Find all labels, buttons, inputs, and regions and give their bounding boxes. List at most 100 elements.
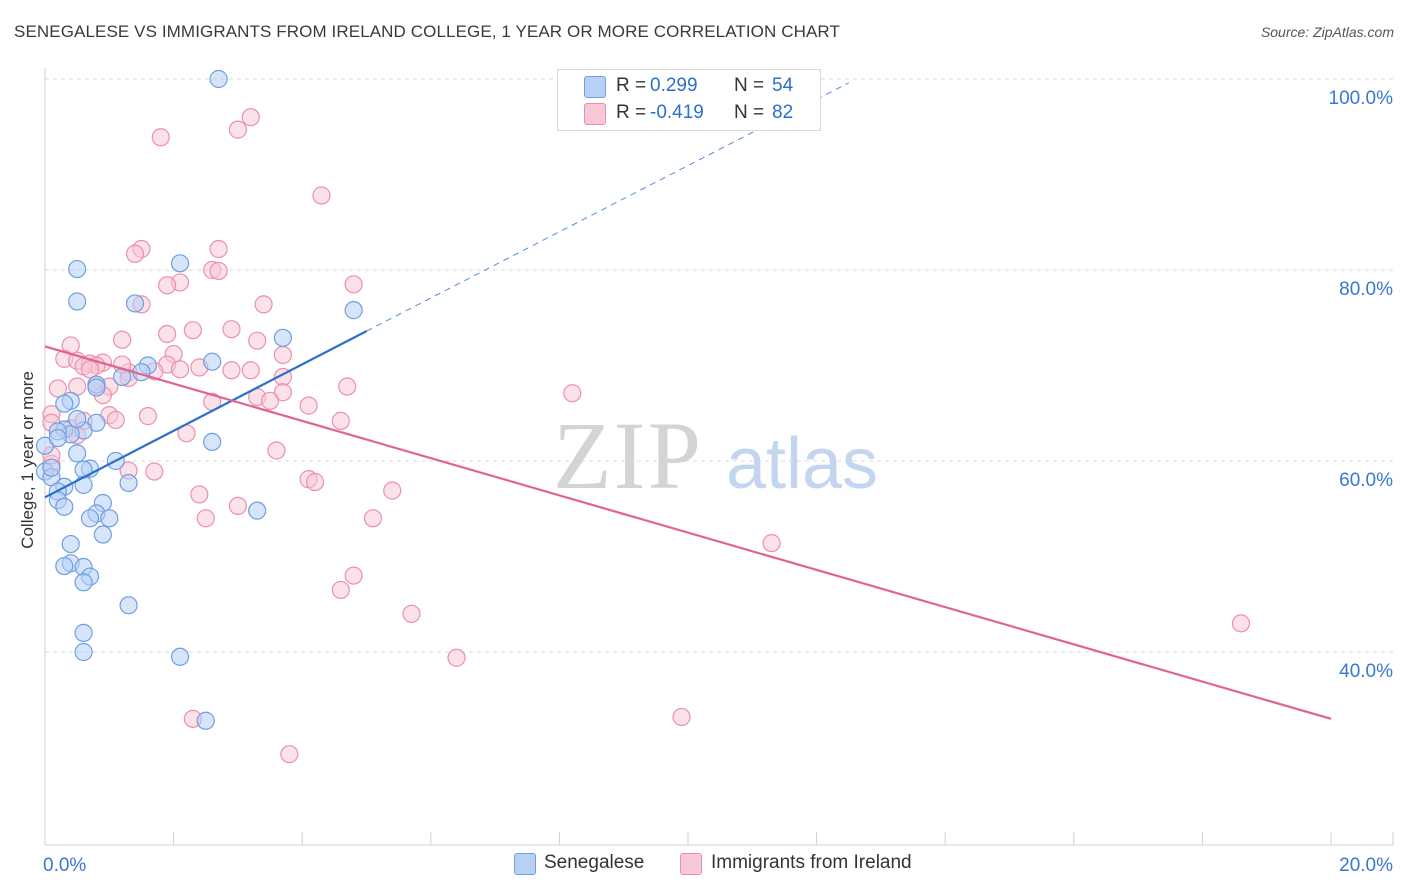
legend-r-label: R = [616,75,647,96]
ireland-point [260,391,280,410]
senegalese-point [196,711,215,730]
ireland-point [158,276,177,295]
senegalese-point [93,525,112,544]
senegalese-point [48,428,67,448]
ireland-point [228,120,247,139]
ireland-point [113,330,132,349]
axes [44,68,1394,846]
ireland-point [312,186,331,205]
ireland-point [209,239,228,259]
senegalese-points [35,69,363,730]
legend-r-label: R = [616,102,647,123]
ireland-point [209,261,228,281]
legend-n-label: N = [734,75,765,96]
senegalese-point [248,501,267,520]
senegalese-point [170,254,190,273]
legend-label-ireland: Immigrants from Ireland [711,852,912,873]
watermark-zip: ZIP [553,402,703,509]
chart-title: SENEGALESE VS IMMIGRANTS FROM IRELAND CO… [14,22,840,41]
watermark: ZIP atlas [553,402,878,509]
x-tick-label: 0.0% [43,855,86,876]
legend-n-value: 54 [772,75,794,96]
ireland-point [402,604,421,623]
ireland-point [241,361,260,380]
senegalese-point [68,292,87,311]
ireland-point [222,361,241,380]
series-legend: Senegalese Immigrants from Ireland [0,850,1406,880]
senegalese-point [42,458,61,477]
y-tick-label: 80.0% [1339,279,1393,300]
legend-n-label: N = [734,102,765,123]
ireland-point [241,108,260,127]
tick-labels: 100.0% 80.0% 60.0% 40.0% 0.0% 20.0% [43,88,1393,876]
trend-lines [44,82,1332,720]
senegalese-point [68,409,87,429]
senegalese-point [100,509,119,528]
senegalese-point [55,556,74,576]
senegalese-point [87,378,106,397]
senegalese-point [68,259,87,279]
ireland-point [338,377,357,396]
legend-r-value: -0.419 [650,102,704,123]
ireland-point [228,496,247,515]
ireland-point [48,379,67,398]
senegalese-point [74,623,93,643]
ireland-point [447,648,466,667]
ireland-point [331,580,350,600]
senegalese-point [119,596,138,615]
x-tick-label: 20.0% [1339,855,1393,876]
ireland-point [344,566,363,585]
ireland-point [190,485,209,504]
ireland-point [145,462,164,481]
senegalese-point [170,647,190,666]
ireland-point [158,324,177,344]
ireland-point [254,295,273,314]
ireland-point [125,244,145,263]
ireland-point [363,509,383,528]
y-tick-label: 40.0% [1339,661,1393,682]
senegalese-point [61,534,80,554]
y-tick-label: 60.0% [1339,470,1393,491]
ireland-point [222,320,241,339]
legend-n-value: 82 [772,102,794,123]
y-tick-label: 100.0% [1329,88,1394,109]
ireland-point [280,745,299,764]
ireland-point [299,396,318,415]
senegalese-point [273,328,293,347]
senegalese-point [80,509,100,528]
ireland-point [563,384,582,403]
ireland-point [80,360,100,379]
ireland-point [672,707,691,727]
ireland-point [248,331,267,350]
senegalese-trend-line [44,330,368,499]
senegalese-point [209,69,228,89]
ireland-point [273,345,293,365]
senegalese-point [74,475,93,494]
watermark-atlas: atlas [726,424,878,504]
senegalese-point [55,394,74,413]
ireland-point [305,472,325,492]
senegalese-point [125,294,145,313]
ireland-point [106,410,125,430]
senegalese-point [68,444,87,463]
senegalese-point [344,301,363,320]
senegalese-point [203,432,222,451]
senegalese-point [74,573,93,592]
senegalese-point [74,460,93,479]
ireland-point [267,441,286,460]
ireland-point [138,407,157,426]
legend-swatch-pink [584,103,606,125]
correlation-legend: R = 0.299 N = 54 R = -0.419 N = 82 [557,69,821,131]
ireland-point [344,275,363,294]
legend-r-value: 0.299 [650,75,698,96]
source-credit: Source: ZipAtlas.com [1260,24,1394,40]
ireland-point [273,383,293,402]
senegalese-point [119,473,138,493]
ireland-point [1231,614,1251,633]
ireland-point [331,411,350,430]
senegalese-point [55,497,74,516]
ireland-point [151,128,170,147]
senegalese-point [203,352,222,371]
ireland-point [196,509,215,528]
